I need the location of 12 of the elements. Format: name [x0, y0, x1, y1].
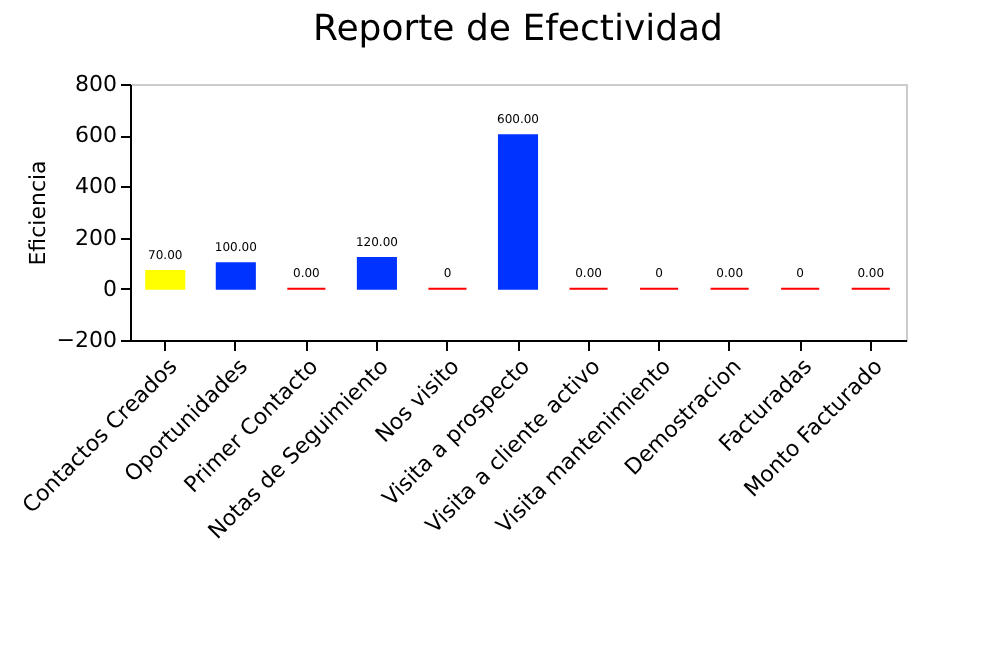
chart-title: Reporte de Efectividad: [313, 8, 723, 50]
y-tick-label: 0: [103, 275, 117, 302]
bar: [356, 257, 397, 290]
y-tick-label: 600: [75, 122, 117, 149]
y-axis-title: Eficiencia: [24, 160, 51, 266]
bar: [215, 262, 256, 290]
y-tick-label: −200: [56, 327, 117, 353]
bar: [145, 269, 186, 290]
y-tick-label: 200: [75, 224, 117, 251]
bar: [497, 134, 539, 290]
y-tick-label: 400: [75, 173, 117, 200]
y-tick-label: 800: [75, 71, 117, 97]
